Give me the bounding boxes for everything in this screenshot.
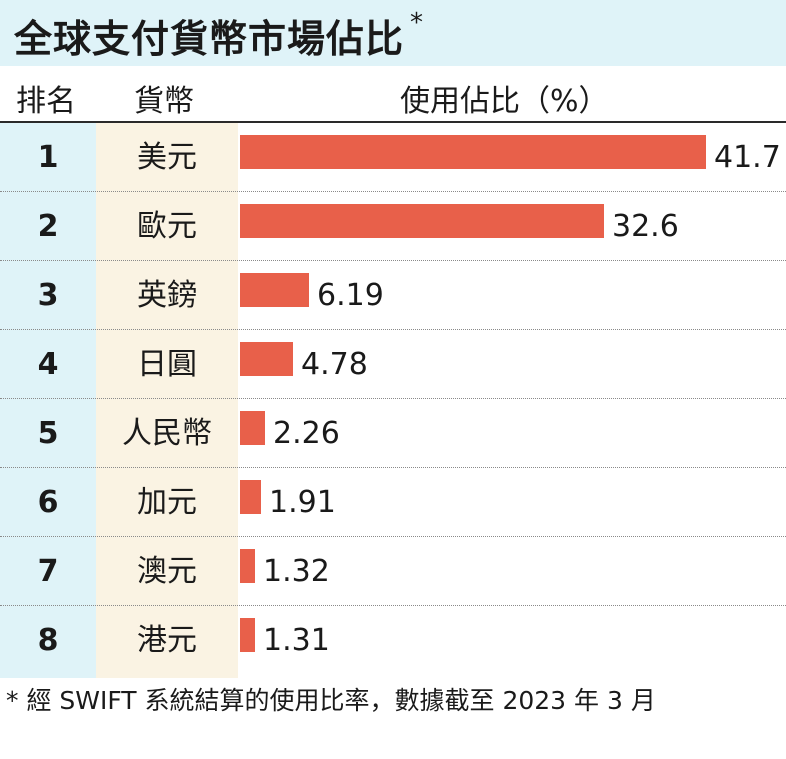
value-label: 1.32 [263, 554, 330, 589]
chart-row: 7 澳元 1.32 [0, 537, 786, 606]
value-label: 1.31 [263, 623, 330, 658]
chart-title: 全球支付貨幣市場佔比 * [14, 8, 425, 61]
value-label: 4.78 [301, 347, 368, 382]
rank-label: 8 [37, 623, 59, 658]
header-share: 使用佔比（%） [400, 84, 609, 119]
category-label: 日圓 [137, 347, 197, 382]
value-label: 1.91 [269, 485, 336, 520]
chart-row: 6 加元 1.91 [0, 468, 786, 537]
footnote: * 經 SWIFT 系統結算的使用比率，數據截至 2023 年 3 月 [6, 686, 656, 715]
rank-label: 5 [37, 416, 59, 451]
row-divider [0, 605, 786, 606]
title-bar: 全球支付貨幣市場佔比 * [0, 0, 786, 66]
row-divider [0, 467, 786, 468]
category-label: 澳元 [137, 554, 197, 589]
rank-label: 1 [37, 140, 59, 175]
bar [240, 549, 255, 583]
category-label: 歐元 [137, 209, 197, 244]
chart-row: 8 港元 1.31 [0, 606, 786, 675]
title-footnote-mark: * [410, 8, 425, 38]
row-divider [0, 536, 786, 537]
row-divider [0, 191, 786, 192]
category-label: 人民幣 [122, 416, 212, 451]
category-label: 美元 [137, 140, 197, 175]
row-divider [0, 329, 786, 330]
bar [240, 342, 293, 376]
value-label: 6.19 [317, 278, 384, 313]
header-rank: 排名 [16, 84, 76, 119]
bar [240, 411, 265, 445]
chart-row: 5 人民幣 2.26 [0, 399, 786, 468]
value-label: 41.7 [714, 140, 781, 175]
bar [240, 204, 604, 238]
row-divider [0, 260, 786, 261]
rank-label: 7 [37, 554, 59, 589]
chart-row: 1 美元 41.7 [0, 123, 786, 192]
bar [240, 618, 255, 652]
rank-label: 4 [37, 347, 59, 382]
category-label: 加元 [137, 485, 197, 520]
row-divider [0, 398, 786, 399]
value-label: 2.26 [273, 416, 340, 451]
value-label: 32.6 [612, 209, 679, 244]
category-label: 港元 [137, 623, 197, 658]
bar [240, 480, 261, 514]
category-label: 英鎊 [137, 278, 197, 313]
table-header: 排名 貨幣 使用佔比（%） [0, 66, 786, 123]
bar [240, 135, 706, 169]
chart-row: 4 日圓 4.78 [0, 330, 786, 399]
chart-row: 2 歐元 32.6 [0, 192, 786, 261]
rank-label: 6 [37, 485, 59, 520]
rank-label: 2 [37, 209, 59, 244]
currency-column-bg [96, 123, 238, 678]
chart-row: 3 英鎊 6.19 [0, 261, 786, 330]
header-currency: 貨幣 [134, 84, 194, 119]
bar [240, 273, 309, 307]
rank-column-bg [0, 123, 96, 678]
rank-label: 3 [37, 278, 59, 313]
